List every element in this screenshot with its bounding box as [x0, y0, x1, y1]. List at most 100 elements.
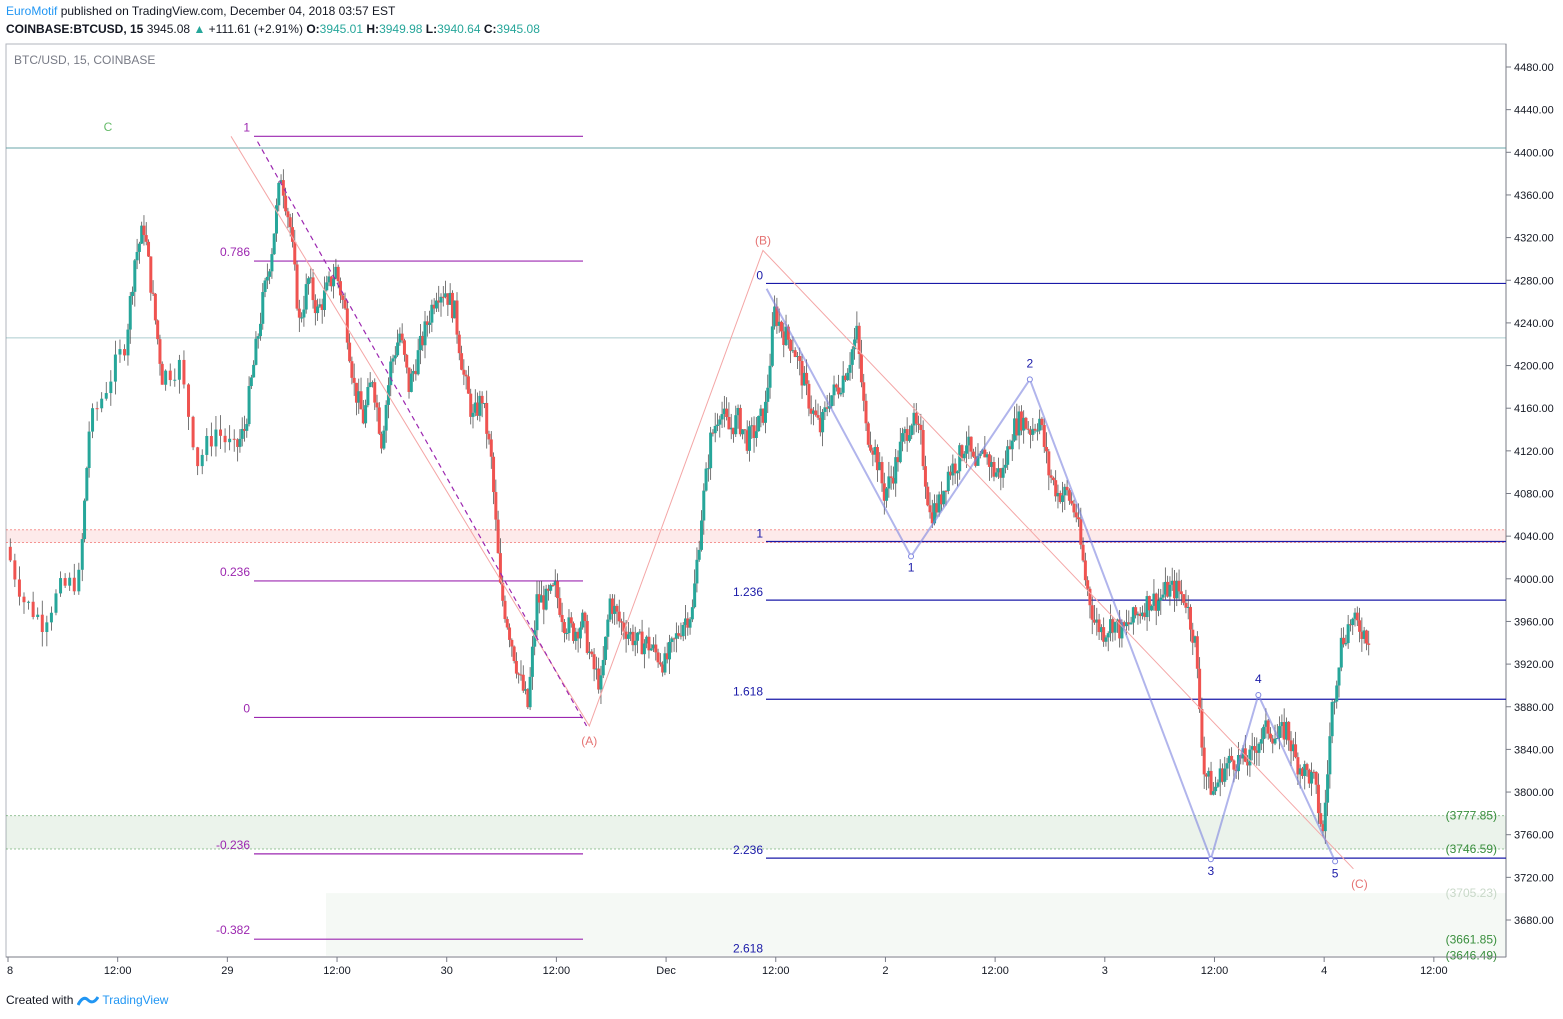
candle-body [567, 617, 571, 634]
candle-body [928, 505, 932, 513]
candle-body [949, 471, 953, 476]
y-tick-label: 4080.00 [1514, 489, 1554, 501]
candle-body [572, 623, 576, 641]
candle-body [565, 633, 569, 635]
candle-body [1266, 720, 1270, 734]
candle-body [450, 292, 454, 319]
candle-body [1175, 580, 1179, 599]
candle-body [228, 438, 232, 443]
x-tick-label: Dec [656, 965, 676, 977]
candle-body [1047, 451, 1051, 476]
candle-body [640, 631, 644, 655]
candle-body [834, 384, 838, 388]
candle-body [670, 638, 674, 642]
candle-body [620, 621, 624, 623]
candle-body [871, 450, 875, 455]
candle-body [512, 646, 516, 662]
candle-body [896, 457, 900, 463]
candle-body [1008, 446, 1012, 450]
candle-body [802, 372, 806, 386]
candle-body [1067, 490, 1071, 501]
candle-body [480, 395, 484, 404]
candle-body [1093, 619, 1097, 623]
candle-body [784, 326, 788, 346]
candle-body [325, 282, 329, 291]
publisher-name[interactable]: EuroMotif [6, 4, 58, 18]
candle-body [777, 321, 781, 326]
candle-body [789, 339, 793, 351]
candle-body [1079, 519, 1083, 545]
candle-body [1188, 606, 1192, 630]
tradingview-brand[interactable]: TradingView [102, 993, 169, 1007]
candle-body [1287, 721, 1291, 741]
candle-body [1278, 726, 1282, 739]
candle-body [416, 350, 420, 375]
x-tick-label: 8 [7, 965, 13, 977]
candle-body [343, 299, 347, 309]
candle-body [1332, 701, 1336, 703]
candle-body [100, 398, 104, 409]
candle-body [997, 468, 1001, 473]
candle-body [441, 296, 445, 298]
candle-body [889, 476, 893, 478]
candle-body [1143, 612, 1147, 618]
candle-body [336, 266, 340, 282]
candle-body [1346, 624, 1350, 644]
candle-body [489, 439, 493, 457]
candle-body [1214, 786, 1218, 792]
candle-body [1104, 637, 1108, 642]
candle-body [1280, 722, 1284, 727]
publish-info: EuroMotif published on TradingView.com, … [6, 4, 395, 18]
fib-left-label: 0.236 [220, 565, 250, 579]
y-tick-label: 3920.00 [1514, 659, 1554, 671]
candle-body [63, 578, 67, 586]
candle-body [252, 364, 256, 378]
candle-body [962, 453, 966, 459]
candle-body [859, 354, 863, 383]
candle-body [68, 577, 72, 586]
candle-body [1072, 503, 1076, 513]
candle-body [1271, 738, 1275, 744]
candle-body [430, 304, 434, 323]
x-tick-label: 4 [1321, 965, 1327, 977]
candle-body [496, 519, 500, 554]
fib-right-label: 0 [756, 268, 763, 282]
candle-body [1223, 768, 1227, 782]
price-level-label: (3661.85) [1446, 932, 1497, 946]
support-zone [6, 815, 1506, 849]
candle-body [1335, 685, 1339, 702]
candle-body [1141, 612, 1145, 617]
candle-body [590, 651, 594, 655]
candle-body [263, 280, 267, 293]
candle-body [1127, 622, 1131, 625]
candle-body [1090, 605, 1094, 620]
candle-body [284, 195, 288, 212]
candle-body [528, 676, 532, 708]
candle-body [373, 382, 377, 403]
candle-body [1268, 733, 1272, 739]
candle-body [140, 225, 144, 244]
candle-body [1296, 757, 1300, 775]
candle-body [1010, 440, 1014, 450]
candle-body [1339, 637, 1343, 668]
candle-body [1218, 768, 1222, 783]
candle-body [304, 284, 308, 310]
candle-body [1097, 619, 1101, 633]
candle-body [31, 601, 35, 618]
candle-body [1106, 633, 1110, 638]
candle-body [393, 355, 397, 359]
candle-body [677, 633, 681, 636]
candle-body [476, 402, 480, 416]
candle-body [1170, 580, 1174, 585]
candle-body [750, 425, 754, 427]
candle-body [13, 560, 17, 580]
candle-body [1161, 594, 1165, 598]
candle-body [827, 406, 831, 409]
candle-body [414, 370, 418, 375]
y-tick-label: 3880.00 [1514, 702, 1554, 714]
candle-body [1136, 613, 1140, 616]
candle-body [142, 225, 146, 236]
candle-body [930, 512, 934, 524]
candle-body [147, 241, 151, 257]
